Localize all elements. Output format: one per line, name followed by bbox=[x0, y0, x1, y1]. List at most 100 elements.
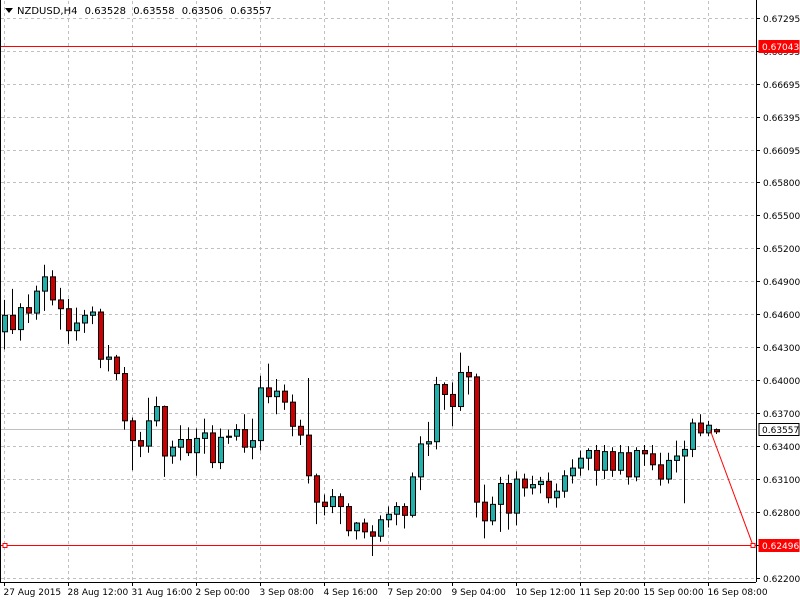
candle bbox=[258, 375, 264, 451]
candle bbox=[106, 344, 112, 372]
candle bbox=[354, 521, 360, 540]
candle bbox=[418, 436, 424, 491]
candle-body-bear bbox=[50, 276, 56, 301]
candle-body-bull bbox=[554, 490, 560, 499]
low-value: 0.63506 bbox=[182, 6, 223, 17]
candle bbox=[490, 496, 496, 526]
candle bbox=[522, 473, 528, 497]
candle bbox=[530, 475, 536, 495]
candle-body-bear bbox=[370, 531, 376, 537]
candle-body-bull bbox=[234, 429, 240, 437]
candle-body-bear bbox=[298, 425, 304, 436]
upper-level-flag-label: 0.67043 bbox=[762, 43, 799, 53]
candle bbox=[282, 384, 288, 410]
candle bbox=[2, 299, 8, 350]
candle bbox=[226, 429, 232, 444]
candle bbox=[274, 379, 280, 415]
candle-body-bear bbox=[322, 501, 328, 508]
candle-body-bear bbox=[98, 311, 104, 360]
price-tick-label: 0.63400 bbox=[763, 443, 800, 453]
price-tick-label: 0.66695 bbox=[763, 81, 800, 91]
candle bbox=[386, 506, 392, 528]
candle-body-bull bbox=[250, 440, 256, 448]
trendline[interactable] bbox=[709, 429, 754, 546]
candle bbox=[210, 425, 216, 469]
candle-body-bear bbox=[58, 299, 64, 310]
candle-body-bull bbox=[74, 322, 80, 332]
lower-level-flag-label: 0.62496 bbox=[762, 542, 799, 552]
candle bbox=[346, 503, 352, 537]
candle-body-bear bbox=[186, 439, 192, 454]
candle bbox=[618, 445, 624, 475]
dropdown-arrow-icon[interactable] bbox=[5, 8, 13, 13]
candle-body-bear bbox=[210, 432, 216, 464]
candle bbox=[714, 428, 720, 435]
candle bbox=[250, 418, 256, 460]
candle bbox=[474, 373, 480, 518]
candle-body-bear bbox=[66, 308, 72, 332]
candle-body-bull bbox=[34, 290, 40, 314]
candle bbox=[42, 264, 48, 311]
price-tick-label: 0.65800 bbox=[763, 179, 800, 189]
candle-body-bull bbox=[706, 424, 712, 434]
line-anchor-left[interactable] bbox=[2, 543, 8, 548]
candle bbox=[578, 450, 584, 476]
candle bbox=[394, 502, 400, 526]
candle bbox=[162, 405, 168, 477]
candle-body-bear bbox=[242, 429, 248, 448]
candle-body-bear bbox=[474, 376, 480, 503]
candle-body-bear bbox=[642, 450, 648, 455]
candle-body-bull bbox=[330, 496, 336, 508]
candle bbox=[562, 470, 568, 498]
candle bbox=[426, 421, 432, 456]
candle bbox=[498, 476, 504, 532]
candle bbox=[90, 306, 96, 325]
candle-body-bull bbox=[394, 506, 400, 515]
time-axis: 27 Aug 2015 28 Aug 12:00 31 Aug 16:00 2 Sep… bbox=[4, 582, 768, 598]
candle-body-bear bbox=[482, 501, 488, 522]
candle-body-bull bbox=[458, 371, 464, 408]
candle-body-bear bbox=[442, 384, 448, 395]
candle bbox=[370, 525, 376, 557]
horizontal-lines[interactable] bbox=[1, 46, 756, 548]
candle bbox=[218, 428, 224, 470]
high-value: 0.63558 bbox=[133, 6, 174, 17]
candle bbox=[58, 287, 64, 330]
candle bbox=[98, 308, 104, 369]
candle-body-bear bbox=[610, 451, 616, 471]
candle bbox=[290, 394, 296, 437]
candle-body-bear bbox=[546, 480, 552, 499]
time-tick-label: 7 Sep 20:00 bbox=[388, 588, 443, 598]
candle-body-bull bbox=[106, 356, 112, 360]
time-tick-label: 31 Aug 16:00 bbox=[132, 588, 193, 598]
price-tick-label: 0.62200 bbox=[763, 575, 800, 585]
trendline-anchor[interactable] bbox=[750, 542, 756, 548]
candle-body-bull bbox=[514, 478, 520, 514]
candle-body-bull bbox=[218, 436, 224, 464]
candle bbox=[642, 445, 648, 466]
candle-body-bull bbox=[498, 482, 504, 505]
candle bbox=[450, 382, 456, 427]
candle bbox=[298, 419, 304, 446]
candle bbox=[122, 366, 128, 430]
price-axis: 0.672950.669950.666950.663950.660950.658… bbox=[756, 15, 800, 585]
grid bbox=[1, 1, 756, 582]
candle-body-bull bbox=[258, 387, 264, 442]
candle bbox=[402, 503, 408, 529]
candle bbox=[674, 440, 680, 473]
candle-body-bear bbox=[122, 373, 128, 422]
candle bbox=[314, 473, 320, 525]
candle bbox=[82, 309, 88, 333]
symbol-header: NZDUSD,H4 0.63528 0.63558 0.63506 0.6355… bbox=[5, 6, 272, 17]
candle bbox=[194, 428, 200, 476]
candle bbox=[66, 298, 72, 344]
price-tick-label: 0.64300 bbox=[763, 344, 800, 354]
candle-body-bear bbox=[338, 496, 344, 508]
candle bbox=[34, 285, 40, 320]
close-value: 0.63557 bbox=[230, 6, 271, 17]
candle-body-bear bbox=[450, 393, 456, 408]
trendline-group[interactable] bbox=[709, 429, 756, 548]
candle bbox=[602, 445, 608, 480]
candle-body-bear bbox=[658, 464, 664, 480]
